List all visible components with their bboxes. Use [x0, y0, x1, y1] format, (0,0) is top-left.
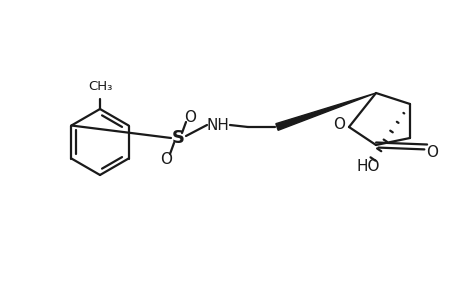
Text: O: O	[332, 116, 344, 131]
Text: HO: HO	[355, 158, 379, 173]
Text: O: O	[160, 152, 172, 166]
Text: O: O	[184, 110, 196, 124]
Text: CH₃: CH₃	[88, 80, 112, 93]
Text: O: O	[425, 145, 437, 160]
Polygon shape	[275, 93, 375, 130]
Text: NH: NH	[206, 118, 229, 133]
Text: S: S	[171, 129, 184, 147]
